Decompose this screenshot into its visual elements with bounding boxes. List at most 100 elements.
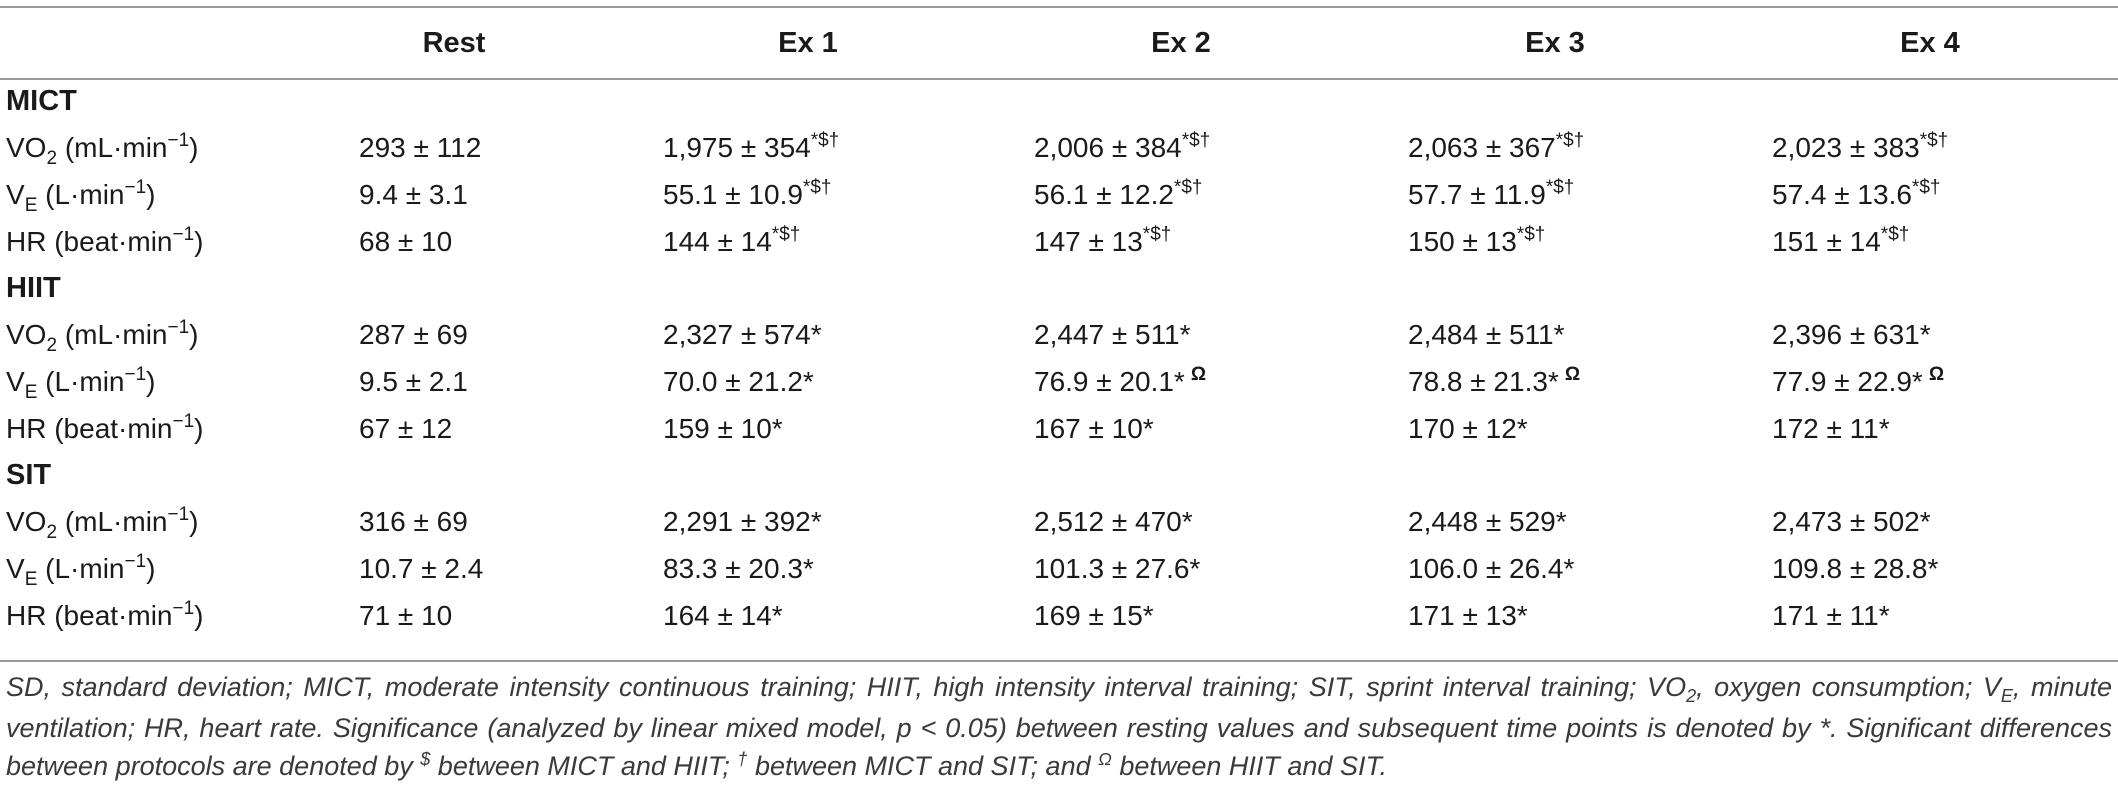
value-text: 164 ± 14* [663,599,783,631]
row-label-main: V [6,552,25,584]
row-label-main: HR [6,225,47,257]
footnote-text: , minute ventilation; HR, heart rate. Si… [6,672,2113,781]
row-label-main: VO [6,318,47,350]
value-cell: 2,512 ± 470* [994,498,1368,545]
value-text: 2,291 ± 392* [663,505,822,537]
omega-marker: Ω [1190,363,1207,385]
footnote-text: between HIIT and SIT. [1111,751,1387,781]
row-label: VE (L·min−1) [0,171,286,218]
value-text: 2,327 ± 574* [663,318,822,350]
row-label-sup: −1 [172,410,195,432]
value-cell: 83.3 ± 20.3* [622,545,994,592]
value-cell: 57.4 ± 13.6*$† [1742,171,2118,218]
value-text: 76.9 ± 20.1* [1034,365,1185,397]
value-text: 2,063 ± 367 [1408,131,1556,163]
significance-marker: *$† [810,129,840,151]
row-label-main: HR [6,412,47,444]
footnote-superscript: $ [420,749,431,769]
significance-marker: *$† [1911,176,1941,198]
significance-marker: *$† [1181,129,1211,151]
omega-marker: Ω [1928,363,1945,385]
header-cell-rest: Rest [422,26,486,59]
footnote-superscript: Ω [1098,749,1112,769]
row-label: VO2 (mL·min−1) [0,311,286,358]
value-text: 106.0 ± 26.4* [1408,552,1575,584]
footnote-text: SD, standard deviation; MICT, moderate i… [6,672,1687,702]
row-label: HR (beat·min−1) [0,405,286,452]
value-text: 2,023 ± 383 [1772,131,1920,163]
significance-marker: *$† [1555,129,1585,151]
table-row: HR (beat·min−1) 68 ± 10 144 ± 14*$† 147 ± 1… [0,218,2118,265]
row-label: HR (beat·min−1) [0,592,286,639]
value-text: 77.9 ± 22.9* [1772,365,1923,397]
value-cell: 287 ± 69 [286,311,622,358]
row-label-close: ) [189,318,199,350]
value-cell: 293 ± 112 [286,124,622,171]
row-label-sub: 2 [46,334,58,356]
value-cell: 171 ± 13* [1368,592,1742,639]
table-row: VE (L·min−1) 10.7 ± 2.4 83.3 ± 20.3* 101.3 … [0,545,2118,592]
row-label-unit: (beat·min [46,225,173,257]
row-label-unit: (mL·min [57,318,168,350]
row-label-sup: −1 [124,363,147,385]
row-label-sup: −1 [124,550,147,572]
value-cell: 2,484 ± 511* [1368,311,1742,358]
footnote-subscript: 2 [1686,686,1697,706]
table-row: VO2 (mL·min−1) 287 ± 69 2,327 ± 574* 2,447 … [0,311,2118,358]
group-label: HIIT [6,271,61,304]
row-label-sub: 2 [46,147,58,169]
omega-marker: Ω [1564,363,1581,385]
value-cell: 109.8 ± 28.8* [1742,545,2118,592]
value-text: 68 ± 10 [359,225,453,257]
value-cell: 101.3 ± 27.6* [994,545,1368,592]
value-cell: 9.4 ± 3.1 [286,171,622,218]
significance-marker: *$† [1173,176,1203,198]
value-cell: 77.9 ± 22.9* Ω [1742,358,2118,405]
value-text: 2,396 ± 631* [1772,318,1931,350]
value-cell: 2,327 ± 574* [622,311,994,358]
row-label-close: ) [146,178,156,210]
value-cell: 171 ± 11* [1742,592,2118,639]
value-cell: 10.7 ± 2.4 [286,545,622,592]
footnote-text: between MICT and SIT; and [747,751,1099,781]
row-label-main: VO [6,131,47,163]
group-row: SIT [0,452,2118,498]
row-label-main: VO [6,505,47,537]
value-cell: 316 ± 69 [286,498,622,545]
footnote-subscript: E [2000,686,2013,706]
value-cell: 151 ± 14*$† [1742,218,2118,265]
row-label: VE (L·min−1) [0,545,286,592]
value-text: 147 ± 13 [1034,225,1143,257]
table-row: HR (beat·min−1) 67 ± 12 159 ± 10* 167 ± 10*… [0,405,2118,452]
value-cell: 78.8 ± 21.3* Ω [1368,358,1742,405]
value-cell: 106.0 ± 26.4* [1368,545,1742,592]
row-label-sub: 2 [46,521,58,543]
table-top-rule [0,6,2118,8]
value-cell: 71 ± 10 [286,592,622,639]
row-label-close: ) [194,412,204,444]
value-text: 67 ± 12 [359,412,453,444]
value-text: 2,447 ± 511* [1034,318,1191,350]
value-text: 159 ± 10* [663,412,783,444]
value-text: 171 ± 11* [1772,599,1890,631]
row-label-close: ) [146,365,156,397]
header-cell-ex3: Ex 3 [1525,26,1585,59]
value-cell: 57.7 ± 11.9*$† [1368,171,1742,218]
value-text: 167 ± 10* [1034,412,1154,444]
significance-marker: *$† [771,223,801,245]
table-bottom-rule [0,660,2118,662]
row-label-unit: (beat·min [46,599,173,631]
table-body: MICT VO2 (mL·min−1) 293 ± 112 1,975 ± 354*$… [0,78,2118,639]
value-text: 171 ± 13* [1408,599,1528,631]
value-text: 9.5 ± 2.1 [359,365,468,397]
value-text: 150 ± 13 [1408,225,1517,257]
value-text: 2,484 ± 511* [1408,318,1565,350]
row-label-unit: (L·min [37,552,125,584]
row-label: VO2 (mL·min−1) [0,498,286,545]
row-label-sub: E [24,194,38,216]
row-label-unit: (mL·min [57,505,168,537]
group-label: SIT [6,458,52,491]
value-cell: 68 ± 10 [286,218,622,265]
value-text: 57.7 ± 11.9 [1408,178,1546,210]
value-cell: 2,023 ± 383*$† [1742,124,2118,171]
